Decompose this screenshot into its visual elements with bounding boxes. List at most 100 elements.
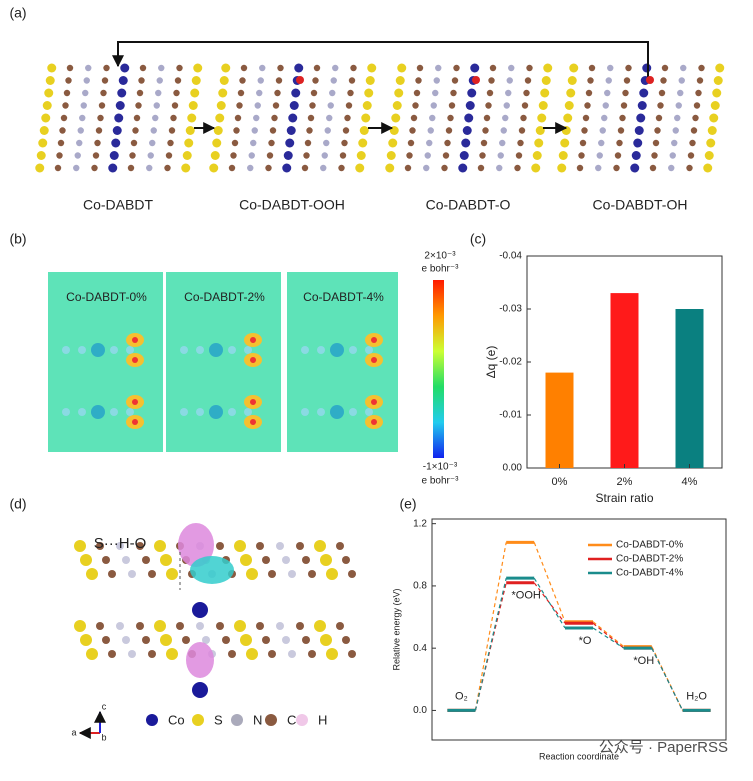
atom <box>485 102 492 109</box>
atom <box>166 648 178 660</box>
atom <box>385 163 395 173</box>
atom <box>444 139 451 147</box>
label: *OH <box>633 655 654 667</box>
atom <box>435 64 442 72</box>
atom <box>445 127 453 134</box>
density <box>209 405 223 419</box>
adsorbate <box>646 76 654 84</box>
legend-atom <box>231 714 243 726</box>
label: (d) <box>9 496 26 512</box>
label: Co-DABDT-OOH <box>239 197 345 213</box>
atom <box>160 554 172 566</box>
atom <box>587 77 594 84</box>
atom <box>479 152 486 159</box>
atom <box>320 634 332 646</box>
density <box>62 346 70 354</box>
atom <box>60 114 68 122</box>
atom <box>692 114 699 122</box>
atom <box>637 101 647 110</box>
atom <box>234 114 242 122</box>
label: Co-DABDT-2% <box>184 290 265 304</box>
atom <box>710 101 720 110</box>
atom <box>541 76 551 85</box>
atom <box>268 570 276 578</box>
atom <box>188 101 198 110</box>
atom <box>347 89 354 97</box>
atom <box>451 77 459 84</box>
label: 2×10⁻³ <box>424 251 456 262</box>
density <box>301 408 309 416</box>
atom <box>59 127 66 134</box>
atom <box>116 622 124 630</box>
atom <box>523 89 530 97</box>
atom <box>433 77 440 84</box>
bar <box>610 293 639 468</box>
atom <box>41 113 51 123</box>
atom <box>458 163 468 173</box>
label: 0.0 <box>413 705 427 716</box>
atom <box>658 89 666 97</box>
density <box>365 408 373 416</box>
atom <box>693 102 701 109</box>
label: 0% <box>552 476 568 488</box>
atom <box>499 139 506 147</box>
atom <box>240 554 252 566</box>
atom <box>303 152 310 159</box>
density <box>250 399 256 405</box>
y-axis-label: Relative energy (eV) <box>391 588 401 670</box>
atom <box>430 102 437 109</box>
atom <box>83 77 90 84</box>
atom <box>233 127 240 134</box>
atom <box>503 102 510 109</box>
atom <box>38 138 48 148</box>
atom <box>706 138 716 148</box>
atom <box>142 556 150 564</box>
watermark: 公众号 · PaperRSS <box>599 739 728 756</box>
label: O₂ <box>455 690 468 702</box>
atom <box>302 636 310 644</box>
atom <box>462 126 472 135</box>
atom <box>669 152 676 159</box>
label: S···H-O <box>94 535 147 552</box>
atom <box>148 650 156 658</box>
atom <box>538 101 548 110</box>
atom <box>282 163 292 173</box>
label: Co-DABDT-0% <box>616 540 683 551</box>
atom <box>388 138 398 148</box>
atom <box>219 76 229 85</box>
atom <box>713 76 723 85</box>
orbital <box>178 523 214 567</box>
atom <box>339 152 347 159</box>
connector <box>533 582 566 624</box>
atom <box>35 163 45 173</box>
atom <box>605 77 612 84</box>
atom <box>480 139 488 147</box>
atom <box>564 101 574 110</box>
atom <box>453 64 460 72</box>
atom <box>660 77 667 84</box>
atom <box>47 63 57 73</box>
atom <box>532 151 542 160</box>
atom <box>362 101 372 110</box>
atom <box>441 164 448 172</box>
atom <box>283 151 293 160</box>
atom <box>336 542 344 550</box>
atom <box>599 127 606 134</box>
atom <box>537 113 547 123</box>
atom <box>156 77 163 84</box>
atom <box>563 113 573 123</box>
atom <box>277 64 284 72</box>
structure <box>557 63 725 173</box>
density <box>180 408 188 416</box>
atom <box>108 650 116 658</box>
atom <box>128 650 136 658</box>
atom <box>348 570 356 578</box>
atom <box>696 77 704 84</box>
atom <box>133 114 141 122</box>
label: 0.4 <box>413 643 427 654</box>
label: Strain ratio <box>595 491 653 505</box>
atom <box>181 163 191 173</box>
atom <box>461 138 471 148</box>
atom <box>262 636 270 644</box>
bar <box>675 309 704 468</box>
